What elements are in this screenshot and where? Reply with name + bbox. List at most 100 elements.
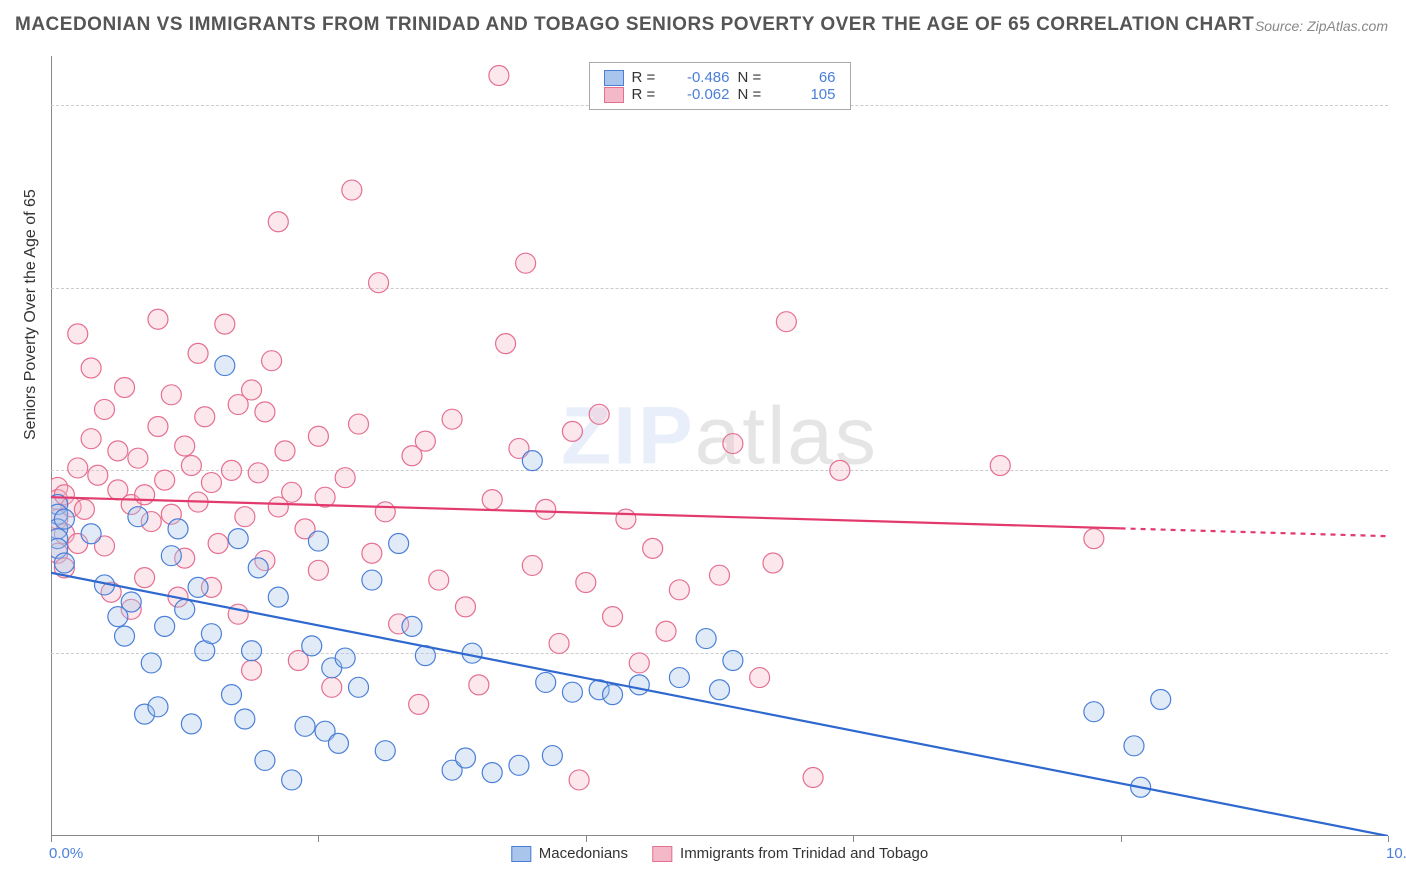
scatter-point (148, 309, 168, 329)
scatter-point (115, 378, 135, 398)
scatter-point (562, 682, 582, 702)
scatter-point (629, 653, 649, 673)
chart-source: Source: ZipAtlas.com (1255, 18, 1388, 34)
scatter-point (295, 716, 315, 736)
scatter-point (255, 750, 275, 770)
scatter-point (1151, 690, 1171, 710)
scatter-point (369, 273, 389, 293)
scatter-point (375, 741, 395, 761)
scatter-point (656, 621, 676, 641)
scatter-point (482, 490, 502, 510)
scatter-point (108, 441, 128, 461)
legend-item-0: Macedonians (511, 845, 628, 862)
scatter-point (81, 429, 101, 449)
scatter-point (990, 456, 1010, 476)
legend-stats: R = -0.486 N = 66 R = -0.062 N = 105 (589, 62, 851, 110)
scatter-point (335, 468, 355, 488)
chart-svg (51, 56, 1388, 836)
legend-R-value-0: -0.486 (670, 69, 730, 86)
y-axis-label: Seniors Poverty Over the Age of 65 (22, 189, 40, 440)
x-tick-mark (1121, 836, 1122, 842)
scatter-point (282, 482, 302, 502)
scatter-point (208, 534, 228, 554)
scatter-point (616, 509, 636, 529)
scatter-point (455, 748, 475, 768)
scatter-point (402, 616, 422, 636)
scatter-point (148, 417, 168, 437)
scatter-point (549, 633, 569, 653)
scatter-point (181, 456, 201, 476)
scatter-point (242, 660, 262, 680)
scatter-point (389, 534, 409, 554)
chart-title: MACEDONIAN VS IMMIGRANTS FROM TRINIDAD A… (15, 14, 1254, 36)
scatter-point (669, 668, 689, 688)
scatter-point (201, 624, 221, 644)
x-tick-mark (586, 836, 587, 842)
scatter-point (282, 770, 302, 790)
scatter-point (74, 499, 94, 519)
legend-N-value-1: 105 (776, 86, 836, 103)
scatter-point (723, 434, 743, 454)
scatter-point (54, 509, 74, 529)
scatter-point (335, 648, 355, 668)
legend-swatch-1 (604, 87, 624, 103)
scatter-point (569, 770, 589, 790)
scatter-point (221, 460, 241, 480)
scatter-point (175, 436, 195, 456)
scatter-point (201, 473, 221, 493)
scatter-point (589, 404, 609, 424)
scatter-point (308, 531, 328, 551)
scatter-point (81, 524, 101, 544)
scatter-point (188, 343, 208, 363)
scatter-point (803, 768, 823, 788)
legend-N-label: N = (738, 69, 768, 86)
scatter-point (375, 502, 395, 522)
scatter-point (235, 507, 255, 527)
scatter-point (562, 421, 582, 441)
scatter-point (496, 334, 516, 354)
scatter-point (603, 607, 623, 627)
scatter-point (455, 597, 475, 617)
scatter-point (522, 555, 542, 575)
scatter-point (342, 180, 362, 200)
scatter-point (696, 629, 716, 649)
scatter-point (161, 546, 181, 566)
scatter-point (349, 677, 369, 697)
scatter-point (643, 538, 663, 558)
legend-R-label: R = (632, 86, 662, 103)
scatter-point (168, 519, 188, 539)
scatter-point (215, 356, 235, 376)
scatter-point (161, 385, 181, 405)
scatter-point (255, 402, 275, 422)
scatter-point (215, 314, 235, 334)
legend-swatch-0 (604, 70, 624, 86)
scatter-point (509, 755, 529, 775)
scatter-point (328, 733, 348, 753)
scatter-point (242, 641, 262, 661)
scatter-point (536, 672, 556, 692)
x-tick-mark (1388, 836, 1389, 842)
scatter-point (81, 358, 101, 378)
scatter-point (248, 463, 268, 483)
scatter-point (121, 592, 141, 612)
scatter-point (68, 458, 88, 478)
legend-R-label: R = (632, 69, 662, 86)
scatter-point (830, 460, 850, 480)
scatter-point (181, 714, 201, 734)
legend-item-1: Immigrants from Trinidad and Tobago (652, 845, 928, 862)
legend-N-label: N = (738, 86, 768, 103)
scatter-point (195, 407, 215, 427)
legend-bottom-label-0: Macedonians (539, 845, 628, 862)
scatter-point (576, 573, 596, 593)
scatter-point (221, 685, 241, 705)
scatter-point (128, 448, 148, 468)
scatter-point (776, 312, 796, 332)
scatter-point (1084, 702, 1104, 722)
scatter-point (155, 470, 175, 490)
scatter-point (362, 543, 382, 563)
scatter-point (175, 599, 195, 619)
scatter-point (115, 626, 135, 646)
legend-bottom-swatch-1 (652, 846, 672, 862)
x-tick-mark (318, 836, 319, 842)
scatter-point (516, 253, 536, 273)
